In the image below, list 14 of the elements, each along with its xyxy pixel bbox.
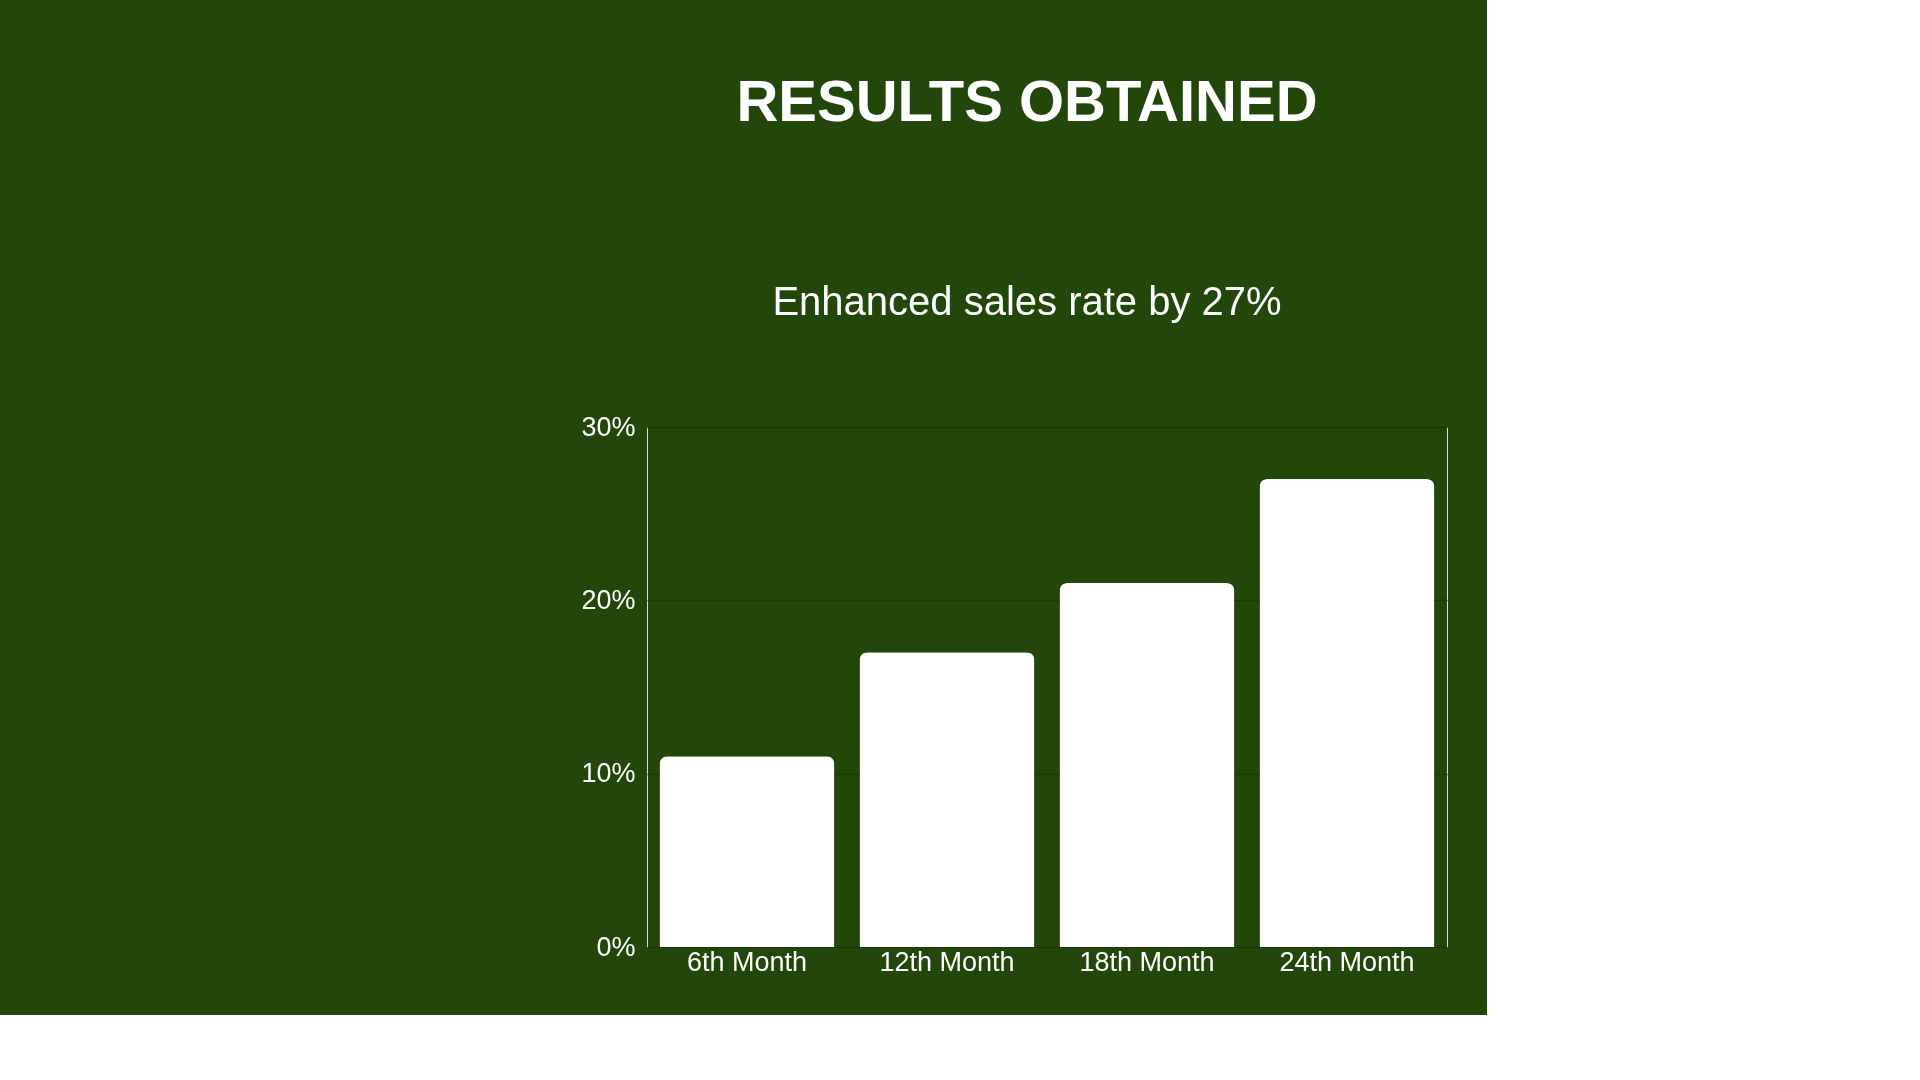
- bar: [1059, 583, 1235, 947]
- x-tick-label: 12th Month: [879, 946, 1015, 977]
- x-tick-label: 24th Month: [1279, 946, 1415, 977]
- chart-subtitle: Enhanced sales rate by 27%: [772, 279, 1282, 323]
- y-tick-label: 10%: [581, 758, 636, 789]
- chart-title: RESULTS OBTAINED: [736, 68, 1318, 133]
- y-tick-label: 20%: [581, 584, 636, 615]
- bar: [859, 652, 1035, 947]
- y-tick-label: 30%: [581, 411, 636, 442]
- y-tick-label: 0%: [596, 931, 636, 962]
- x-tick-label: 18th Month: [1079, 946, 1215, 977]
- bar: [1259, 479, 1435, 947]
- bar: [659, 756, 835, 947]
- x-tick-label: 6th Month: [686, 946, 808, 977]
